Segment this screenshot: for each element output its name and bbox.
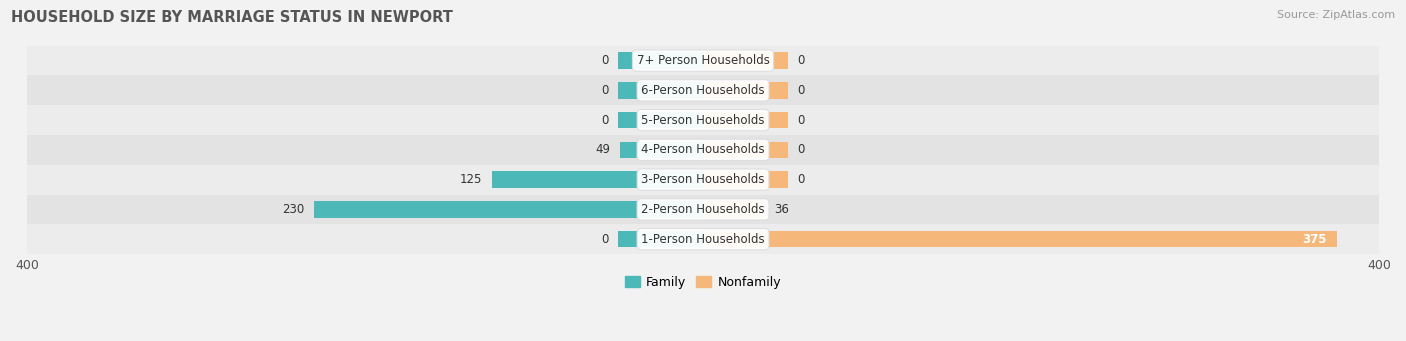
Bar [703, 142, 787, 158]
Bar [703, 82, 787, 99]
Text: 230: 230 [281, 203, 304, 216]
Bar [703, 201, 763, 218]
Text: 0: 0 [797, 143, 806, 157]
Bar [619, 231, 703, 247]
Text: 3-Person Households: 3-Person Households [641, 173, 765, 186]
Text: 125: 125 [460, 173, 482, 186]
Text: 0: 0 [797, 173, 806, 186]
Bar [27, 194, 1379, 224]
Text: 4-Person Households: 4-Person Households [641, 143, 765, 157]
Bar [27, 224, 1379, 254]
Bar [27, 135, 1379, 165]
Bar [27, 75, 1379, 105]
Text: 1-Person Households: 1-Person Households [641, 233, 765, 246]
Text: Source: ZipAtlas.com: Source: ZipAtlas.com [1277, 10, 1395, 20]
Bar [703, 231, 1337, 247]
Bar [619, 53, 703, 69]
Text: 2-Person Households: 2-Person Households [641, 203, 765, 216]
Bar [619, 112, 703, 128]
Bar [492, 172, 703, 188]
Bar [27, 165, 1379, 194]
Bar [703, 112, 787, 128]
Bar [619, 82, 703, 99]
Text: HOUSEHOLD SIZE BY MARRIAGE STATUS IN NEWPORT: HOUSEHOLD SIZE BY MARRIAGE STATUS IN NEW… [11, 10, 453, 25]
Text: 36: 36 [773, 203, 789, 216]
Text: 0: 0 [600, 114, 609, 127]
Text: 0: 0 [797, 114, 806, 127]
Bar [703, 53, 787, 69]
Legend: Family, Nonfamily: Family, Nonfamily [620, 271, 786, 294]
Text: 0: 0 [600, 54, 609, 67]
Bar [315, 201, 703, 218]
Text: 7+ Person Households: 7+ Person Households [637, 54, 769, 67]
Bar [27, 105, 1379, 135]
Bar [703, 172, 787, 188]
Text: 0: 0 [600, 84, 609, 97]
Bar [620, 142, 703, 158]
Text: 375: 375 [1302, 233, 1327, 246]
Text: 5-Person Households: 5-Person Households [641, 114, 765, 127]
Text: 6-Person Households: 6-Person Households [641, 84, 765, 97]
Text: 0: 0 [600, 233, 609, 246]
Bar [27, 46, 1379, 75]
Text: 0: 0 [797, 84, 806, 97]
Text: 49: 49 [595, 143, 610, 157]
Text: 0: 0 [797, 54, 806, 67]
